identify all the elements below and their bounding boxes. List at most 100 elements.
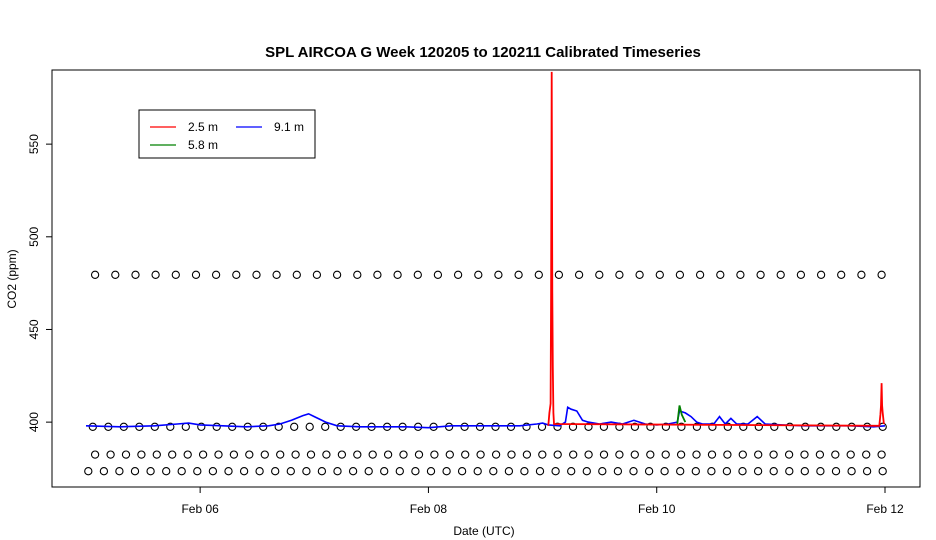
marker-point <box>722 467 732 476</box>
x-axis-label: Date (UTC) <box>453 524 514 538</box>
marker-point <box>695 270 705 279</box>
marker-point <box>395 467 404 476</box>
marker-point <box>305 422 314 431</box>
marker-point <box>430 450 439 459</box>
marker-point <box>130 467 140 476</box>
marker-point <box>785 467 794 476</box>
marker-point <box>426 467 436 476</box>
marker-rows <box>84 270 887 476</box>
marker-point <box>736 270 745 279</box>
marker-point <box>595 270 604 279</box>
marker-point <box>214 450 223 459</box>
marker-point <box>534 270 543 279</box>
marker-point <box>474 270 483 279</box>
marker-point <box>538 450 547 459</box>
marker-point <box>551 467 560 476</box>
marker-point <box>208 467 218 476</box>
marker-point <box>191 270 201 279</box>
marker-point <box>414 450 424 459</box>
marker-point <box>770 422 779 431</box>
marker-point <box>615 270 624 279</box>
marker-point <box>111 270 120 279</box>
marker-point <box>769 467 778 476</box>
series-lines <box>85 71 886 429</box>
marker-point <box>274 422 283 431</box>
marker-point <box>716 270 725 279</box>
marker-point <box>302 467 311 476</box>
marker-point <box>399 450 408 459</box>
marker-point <box>368 450 377 459</box>
marker-point <box>177 467 186 476</box>
marker-point <box>193 467 202 476</box>
marker-point <box>584 450 593 459</box>
marker-point <box>332 270 342 279</box>
marker-point <box>150 422 159 431</box>
marker-point <box>847 467 856 476</box>
marker-point <box>598 467 607 476</box>
marker-point <box>197 422 206 431</box>
marker-point <box>260 450 269 459</box>
marker-point <box>723 422 732 431</box>
marker-point <box>692 422 702 431</box>
marker-point <box>661 422 671 431</box>
marker-point <box>630 422 640 431</box>
marker-point <box>837 270 846 279</box>
marker-point <box>754 422 763 431</box>
marker-point <box>877 270 886 279</box>
marker-point <box>738 450 747 459</box>
marker-point <box>333 467 342 476</box>
marker-point <box>796 270 806 279</box>
marker-point <box>535 467 545 476</box>
marker-point <box>491 450 501 459</box>
marker-point <box>473 467 482 476</box>
marker-point <box>832 422 841 431</box>
marker-point <box>520 467 529 476</box>
marker-point <box>290 422 299 431</box>
marker-point <box>322 450 331 459</box>
marker-point <box>800 467 809 476</box>
marker-point <box>568 422 578 431</box>
marker-point <box>831 467 841 476</box>
marker-point <box>522 422 531 431</box>
marker-point <box>831 450 840 459</box>
marker-point <box>857 270 866 279</box>
marker-point <box>255 467 264 476</box>
marker-point <box>146 467 155 476</box>
marker-point <box>522 450 532 459</box>
marker-point <box>738 467 747 476</box>
marker-point <box>373 270 382 279</box>
marker-point <box>121 450 131 459</box>
marker-point <box>800 450 809 459</box>
marker-point <box>380 467 389 476</box>
marker-point <box>211 270 221 279</box>
marker-point <box>321 422 330 431</box>
marker-point <box>615 450 624 459</box>
marker-point <box>232 270 241 279</box>
marker-point <box>646 422 655 431</box>
marker-point <box>276 450 285 459</box>
marker-point <box>442 467 451 476</box>
marker-point <box>460 422 469 431</box>
marker-point <box>272 270 281 279</box>
marker-point <box>878 467 887 476</box>
marker-point <box>291 450 300 459</box>
marker-point <box>337 450 347 459</box>
marker-point <box>707 467 716 476</box>
marker-point <box>353 270 362 279</box>
marker-point <box>115 467 124 476</box>
marker-point <box>613 467 623 476</box>
marker-point <box>846 450 855 459</box>
y-tick-label: 500 <box>27 226 41 246</box>
marker-point <box>90 270 100 279</box>
marker-point <box>676 450 686 459</box>
marker-point <box>707 450 717 459</box>
marker-point <box>131 270 140 279</box>
marker-point <box>553 450 562 459</box>
marker-point <box>691 467 700 476</box>
marker-point <box>574 270 584 279</box>
marker-point <box>504 467 514 476</box>
marker-point <box>646 450 655 459</box>
y-axis: 400 450 500 550 <box>27 134 52 432</box>
marker-point <box>245 450 254 459</box>
